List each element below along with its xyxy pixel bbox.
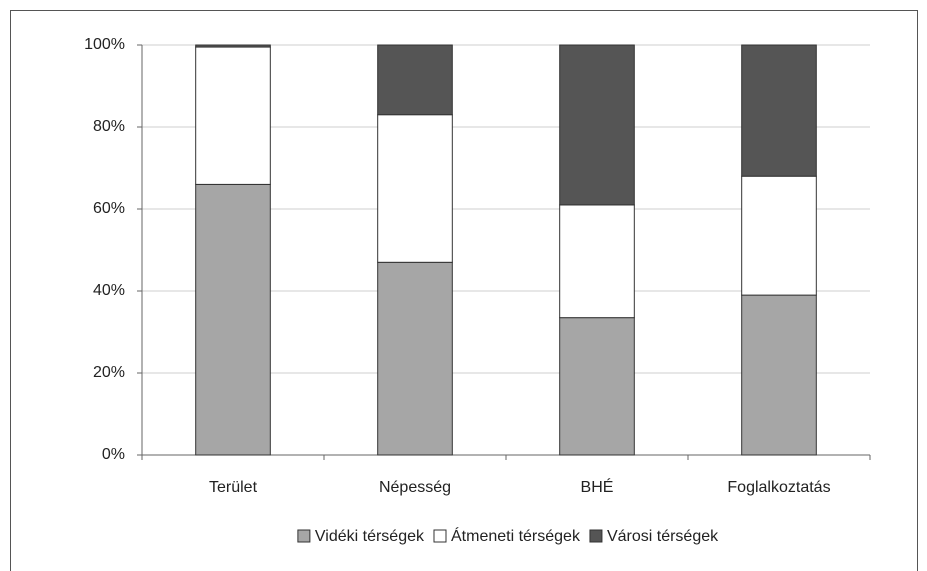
- bar-segment: [377, 261, 453, 456]
- legend-swatch: [433, 529, 447, 543]
- y-tick-label: 100%: [84, 36, 125, 53]
- frame: [10, 10, 918, 571]
- bar-segment: [559, 44, 635, 206]
- bar-segment: [377, 114, 453, 263]
- legend-swatch: [589, 529, 603, 543]
- bar-segment: [195, 44, 271, 48]
- y-tick-label: 60%: [93, 200, 125, 217]
- legend-label: Átmeneti térségek: [451, 526, 581, 545]
- bar-segment: [377, 44, 453, 116]
- y-tick-label: 20%: [93, 364, 125, 381]
- bar-segment: [195, 183, 271, 456]
- x-tick-label: Népesség: [379, 479, 451, 496]
- bar-segment: [195, 46, 271, 185]
- bar-segment: [559, 317, 635, 456]
- bar-segment: [741, 175, 817, 296]
- y-tick-label: 80%: [93, 118, 125, 135]
- x-tick-label: Foglalkoztatás: [727, 479, 830, 496]
- legend-label: Városi térségek: [607, 528, 719, 545]
- bar-segment: [741, 44, 817, 177]
- y-tick-label: 40%: [93, 282, 125, 299]
- legend-swatch: [297, 529, 311, 543]
- bar-segment: [559, 204, 635, 319]
- legend: Vidéki térségek Átmeneti térségek Városi t…: [297, 526, 719, 545]
- y-tick-label: 0%: [102, 446, 125, 463]
- legend-label: Vidéki térségek: [315, 528, 425, 545]
- bar-segment: [741, 294, 817, 456]
- x-tick-label: BHÉ: [581, 477, 614, 496]
- x-tick-label: Terület: [209, 479, 258, 496]
